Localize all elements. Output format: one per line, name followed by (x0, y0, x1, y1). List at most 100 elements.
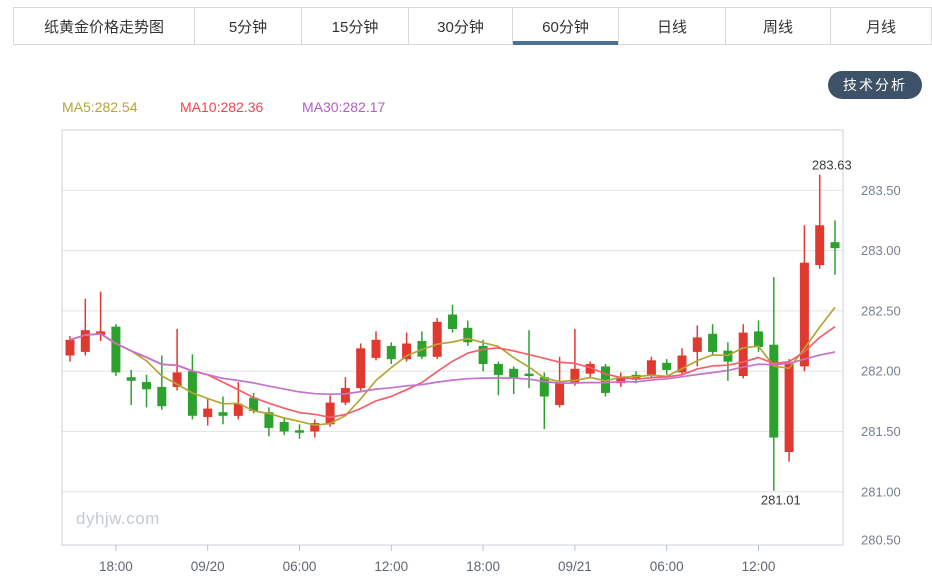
candle[interactable] (463, 320, 473, 346)
grid-layer: 283.50 283.00 282.50 282.00 281.50 281.00 280.… (61, 129, 901, 574)
candle-body (616, 378, 626, 384)
candle-body (157, 386, 167, 407)
x-axis-label: 12:00 (742, 559, 776, 574)
candle[interactable] (126, 370, 136, 405)
y-axis-label: 282.00 (861, 364, 901, 379)
x-axis-label: 09/21 (558, 559, 592, 574)
tab-30min[interactable]: 30分钟 (409, 8, 513, 44)
technical-analysis-button[interactable]: 技术分析 (828, 71, 922, 99)
y-axis-label: 281.50 (861, 424, 901, 439)
candle-body (570, 368, 580, 384)
tab-weekly[interactable]: 周线 (726, 8, 831, 44)
candle-body (662, 362, 672, 370)
candle-body (539, 377, 549, 397)
tab-daily[interactable]: 日线 (619, 8, 726, 44)
ma30-line (69, 332, 836, 396)
candle-body (524, 373, 534, 376)
candle-body (402, 343, 412, 360)
candle[interactable] (815, 174, 825, 269)
candle-body (478, 345, 488, 364)
candle[interactable] (356, 343, 366, 391)
candle[interactable] (203, 398, 213, 426)
candle[interactable] (830, 220, 840, 275)
candle[interactable] (799, 225, 809, 372)
candle[interactable] (65, 336, 75, 362)
ma-lines-layer (69, 306, 836, 427)
candle[interactable] (371, 331, 381, 361)
candle[interactable] (677, 348, 687, 375)
candle[interactable] (233, 382, 243, 420)
candle[interactable] (279, 417, 289, 436)
candle[interactable] (509, 366, 519, 395)
candle-body (233, 403, 243, 416)
candle-body (126, 377, 136, 381)
candle[interactable] (310, 419, 320, 438)
tab-60min[interactable]: 60分钟 (513, 8, 619, 45)
candle-body (830, 242, 840, 249)
candle[interactable] (662, 359, 672, 375)
x-axis-label: 09/20 (191, 559, 225, 574)
timeframe-tabbar: 纸黄金价格走势图 5分钟 15分钟 30分钟 60分钟 日线 周线 月线 (13, 7, 932, 45)
candle[interactable] (325, 395, 335, 427)
ma30-label: MA30:282.17 (302, 99, 386, 115)
candle-body (585, 364, 595, 374)
candle[interactable] (478, 339, 488, 372)
candle-body (708, 333, 718, 352)
high-price-annotation: 283.63 (812, 158, 852, 173)
candle[interactable] (249, 392, 259, 414)
candles-layer (65, 174, 840, 491)
candle[interactable] (784, 359, 794, 462)
candle-body (203, 408, 213, 417)
candle-body (601, 366, 610, 393)
candle[interactable] (340, 377, 350, 405)
candle[interactable] (692, 325, 702, 367)
candle[interactable] (769, 277, 779, 491)
candle[interactable] (585, 361, 595, 378)
candle-body (340, 388, 350, 403)
tab-5min[interactable]: 5分钟 (195, 8, 302, 44)
candle[interactable] (187, 354, 197, 420)
x-axis-label: 18:00 (99, 559, 133, 574)
tab-15min[interactable]: 15分钟 (302, 8, 409, 44)
ma-indicator-row: MA5:282.54 MA10:282.36 MA30:282.17 (0, 99, 932, 117)
candle-body (784, 362, 794, 452)
candle-body (754, 331, 763, 348)
ma5-line (69, 306, 836, 427)
y-axis-label: 282.50 (861, 303, 901, 318)
candle[interactable] (172, 329, 182, 391)
candle-body (769, 344, 779, 438)
tab-monthly[interactable]: 月线 (831, 8, 932, 44)
x-axis-label: 06:00 (283, 559, 317, 574)
candle[interactable] (295, 424, 304, 439)
candle-body (310, 423, 320, 432)
candle[interactable] (708, 324, 718, 356)
candle[interactable] (417, 331, 427, 360)
candle[interactable] (386, 342, 396, 364)
candle-body (142, 382, 151, 390)
candle[interactable] (570, 329, 580, 386)
candle[interactable] (264, 407, 274, 437)
watermark: dyhjw.com (76, 509, 160, 528)
candle-body (448, 314, 457, 329)
chart-title-tab: 纸黄金价格走势图 (14, 8, 195, 44)
candle-body (279, 421, 289, 432)
candle-body (218, 412, 228, 416)
candle[interactable] (111, 324, 121, 376)
candle-body (799, 262, 809, 367)
candle[interactable] (738, 324, 748, 379)
candle-body (386, 345, 396, 360)
x-axis-label: 06:00 (650, 559, 684, 574)
candle[interactable] (723, 342, 733, 381)
candle[interactable] (80, 298, 90, 356)
candle-body (111, 326, 121, 373)
ma5-label: MA5:282.54 (62, 99, 138, 115)
candle[interactable] (142, 374, 151, 408)
candle[interactable] (448, 304, 457, 333)
candle[interactable] (432, 318, 442, 360)
candlestick-chart[interactable]: 283.50 283.00 282.50 282.00 281.50 281.00 280.… (0, 125, 932, 581)
candle-body (646, 360, 656, 376)
candle-body (65, 339, 75, 356)
candle-body (249, 397, 259, 411)
candle[interactable] (616, 372, 626, 387)
candle[interactable] (218, 396, 228, 425)
